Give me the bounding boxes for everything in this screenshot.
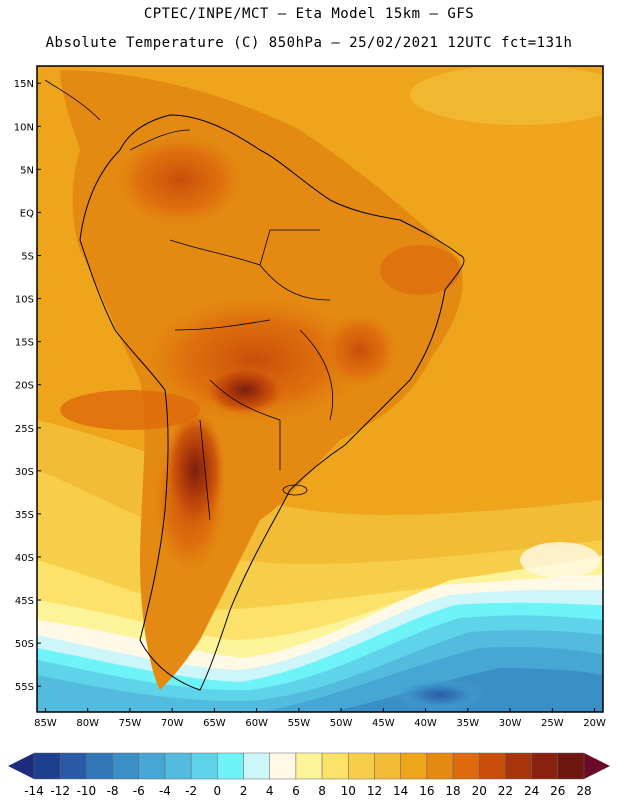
lat-tick-label: 25S [15, 424, 34, 435]
lat-tick-label: 20S [15, 381, 34, 392]
colorbar-cell [400, 752, 428, 780]
colorbar-cell [505, 752, 532, 780]
lon-tick-label: 40W [414, 718, 437, 729]
colorbar-label: 2 [240, 784, 248, 798]
lon-tick-label: 35W [457, 718, 480, 729]
lat-tick-label: 45S [15, 596, 34, 607]
lon-tick-label: 60W [245, 718, 268, 729]
colorbar-label: -14 [24, 784, 44, 798]
lon-tick-label: 50W [330, 718, 353, 729]
lon-tick-label: 20W [583, 718, 606, 729]
lat-tick-label: 10S [15, 295, 34, 306]
longitude-axis: 85W 80W 75W 70W 65W 60W 55W 50W 45W 40W 35W 30W 25W 2… [34, 708, 606, 729]
lat-tick-label: 5S [21, 251, 34, 262]
lat-tick-label: 10N [14, 122, 34, 133]
colorbar-label: -6 [133, 784, 145, 798]
colorbar-label: 22 [498, 784, 513, 798]
lat-tick-label: 50S [15, 639, 34, 650]
colorbar-cell [321, 752, 349, 780]
lat-tick-label: 55S [15, 682, 34, 693]
lon-tick-label: 85W [34, 718, 57, 729]
colorbar-cell [426, 752, 454, 780]
colorbar-cell [374, 752, 401, 780]
map-frame [36, 65, 604, 713]
colorbar-cell [138, 752, 166, 780]
colorbar-cell [478, 752, 506, 780]
colorbar-label: 8 [318, 784, 326, 798]
colorbar-cell [86, 752, 113, 780]
colorbar-cell [348, 752, 375, 780]
lat-tick-label: 15N [14, 79, 34, 90]
chart-title-line-2: Absolute Temperature (C) 850hPa – 25/02/… [45, 35, 573, 51]
colorbar-cell [531, 752, 559, 780]
lon-tick-label: 30W [499, 718, 522, 729]
colorbar-label: 6 [292, 784, 300, 798]
colorbar-low-arrow [8, 753, 34, 779]
colorbar-label: -12 [50, 784, 70, 798]
colorbar-label: 14 [393, 784, 408, 798]
lon-tick-label: 45W [372, 718, 395, 729]
colorbar-label: 0 [214, 784, 222, 798]
colorbar-cell [112, 752, 140, 780]
colorbar-label: 24 [524, 784, 539, 798]
lat-tick-label: EQ [20, 208, 34, 219]
colorbar-label: -10 [77, 784, 97, 798]
colorbar-label: 18 [445, 784, 460, 798]
lon-tick-label: 75W [119, 718, 142, 729]
lat-tick-label: 30S [15, 467, 34, 478]
chart-title-line-1: CPTEC/INPE/MCT – Eta Model 15km – GFS [143, 6, 475, 22]
lon-tick-label: 80W [76, 718, 99, 729]
colorbar: -14 -12 -10 -8 -6 -4 -2 0 2 4 6 8 10 12 14 16 18 20 22 24 26… [8, 752, 610, 798]
lat-tick-label: 5N [20, 165, 34, 176]
colorbar-cell [269, 752, 297, 780]
colorbar-cell [243, 752, 270, 780]
colorbar-label: 12 [367, 784, 382, 798]
colorbar-label: 28 [576, 784, 591, 798]
colorbar-cell [33, 752, 61, 780]
colorbar-label: -4 [159, 784, 171, 798]
lon-tick-label: 55W [288, 718, 311, 729]
colorbar-cell [217, 752, 244, 780]
colorbar-label: 20 [472, 784, 487, 798]
temperature-field [37, 66, 603, 712]
lon-tick-label: 25W [541, 718, 564, 729]
colorbar-label: 16 [419, 784, 434, 798]
colorbar-high-arrow [584, 753, 610, 779]
colorbar-cell [164, 752, 192, 780]
colorbar-label: 4 [266, 784, 274, 798]
colorbar-cell [59, 752, 87, 780]
lon-tick-label: 65W [203, 718, 226, 729]
colorbar-cell [452, 752, 480, 780]
colorbar-cell [557, 752, 585, 780]
latitude-axis: 15N 10N 5N EQ 5S 10S 15S 20S 25S 30S 35S 40S 45S 50S 5… [14, 79, 41, 693]
lat-tick-label: 40S [15, 553, 34, 564]
lon-tick-label: 70W [161, 718, 184, 729]
colorbar-label: 10 [341, 784, 356, 798]
lat-tick-label: 35S [15, 510, 34, 521]
colorbar-cell [295, 752, 323, 780]
colorbar-cell [190, 752, 218, 780]
colorbar-label: -8 [107, 784, 119, 798]
colorbar-label: -2 [185, 784, 197, 798]
lat-tick-label: 15S [15, 338, 34, 349]
colorbar-label: 26 [550, 784, 565, 798]
